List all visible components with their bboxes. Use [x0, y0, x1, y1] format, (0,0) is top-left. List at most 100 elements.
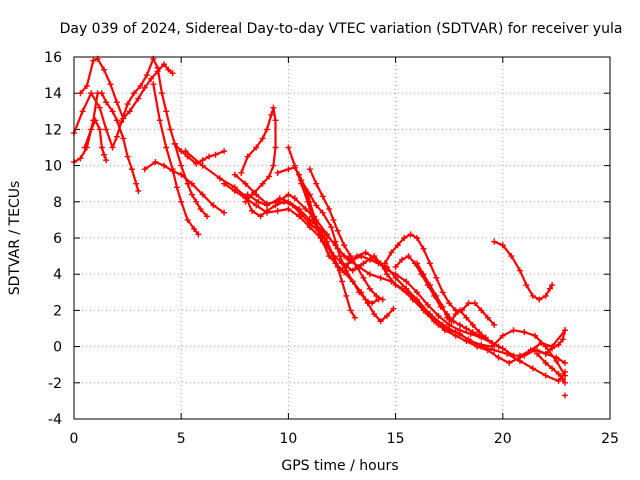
data-point: [414, 260, 421, 267]
x-tick-label: 0: [70, 431, 79, 447]
data-point: [285, 191, 292, 198]
data-point: [465, 300, 472, 307]
y-tick-label: 8: [53, 195, 62, 211]
data-point: [339, 278, 345, 285]
data-point: [113, 99, 120, 106]
data-point: [137, 82, 144, 89]
data-point: [555, 341, 562, 348]
data-point: [371, 311, 378, 318]
y-tick-label: 4: [53, 267, 62, 283]
data-point: [313, 202, 320, 209]
data-point: [366, 271, 373, 278]
data-point: [263, 126, 270, 133]
data-point: [274, 207, 281, 214]
data-point: [306, 191, 313, 198]
data-point: [158, 90, 165, 97]
data-point: [163, 144, 170, 151]
data-point: [561, 379, 568, 386]
data-point: [199, 162, 206, 169]
data-point: [274, 198, 281, 205]
data-point: [171, 140, 178, 147]
data-point: [392, 274, 399, 281]
data-point: [347, 253, 354, 260]
data-point: [113, 117, 120, 124]
series-track-21: [516, 327, 568, 359]
data-point: [491, 347, 498, 354]
data-point: [242, 198, 249, 205]
data-point: [118, 119, 125, 126]
data-point: [285, 198, 292, 205]
data-point: [263, 209, 270, 216]
data-point: [298, 177, 305, 184]
series-line: [493, 240, 554, 301]
data-series: [71, 55, 568, 399]
series-track-3: [71, 90, 142, 194]
series-track-15: [298, 177, 382, 307]
data-point: [296, 206, 303, 213]
data-point: [360, 274, 367, 281]
data-point: [178, 162, 185, 169]
x-axis-label: GPS time / hours: [281, 458, 398, 474]
data-point: [549, 345, 556, 352]
data-point: [274, 169, 281, 176]
data-point: [313, 180, 320, 187]
data-point: [83, 82, 90, 89]
data-point: [542, 359, 549, 366]
data-point: [549, 365, 556, 372]
data-point: [555, 370, 562, 377]
data-point: [131, 90, 138, 97]
data-point: [253, 144, 260, 151]
data-point: [296, 213, 303, 220]
data-point: [347, 307, 354, 314]
data-point: [266, 173, 273, 180]
data-point: [251, 189, 258, 196]
data-point: [285, 144, 292, 151]
data-point: [426, 260, 433, 267]
series-track-1: [71, 55, 228, 167]
data-point: [334, 227, 341, 234]
data-point: [101, 151, 108, 158]
data-point: [308, 213, 315, 220]
data-point: [435, 312, 442, 319]
data-point: [124, 101, 131, 108]
data-point: [332, 238, 339, 245]
data-point: [478, 307, 485, 314]
x-tick-label: 5: [177, 431, 186, 447]
data-point: [531, 332, 538, 339]
x-tick-label: 20: [494, 431, 512, 447]
series-line: [79, 57, 174, 120]
data-point: [103, 157, 110, 164]
data-point: [195, 231, 202, 238]
data-point: [446, 321, 453, 328]
data-point: [403, 278, 410, 285]
data-point: [103, 99, 110, 106]
data-point: [148, 75, 155, 82]
data-point: [96, 104, 103, 111]
data-point: [188, 191, 195, 198]
data-point: [452, 311, 459, 318]
series-track-16: [306, 166, 386, 303]
data-point: [253, 202, 260, 209]
x-tick-label: 25: [601, 431, 619, 447]
series-track-9: [221, 180, 568, 379]
series-line: [72, 92, 140, 192]
data-point: [306, 224, 313, 231]
data-point: [489, 339, 496, 346]
data-point: [433, 274, 440, 281]
data-point: [499, 345, 506, 352]
data-point: [463, 338, 470, 345]
data-point: [491, 321, 498, 328]
series-track-22: [534, 350, 568, 386]
y-tick-label: -2: [48, 376, 62, 392]
data-point: [394, 242, 401, 249]
data-point: [388, 249, 395, 256]
data-point: [88, 90, 95, 97]
data-point: [508, 253, 515, 260]
data-point: [381, 260, 388, 267]
data-point: [407, 231, 414, 238]
data-point: [231, 171, 238, 178]
data-point: [439, 289, 446, 296]
data-point: [482, 334, 489, 341]
data-point: [349, 267, 356, 274]
data-point: [323, 231, 330, 238]
